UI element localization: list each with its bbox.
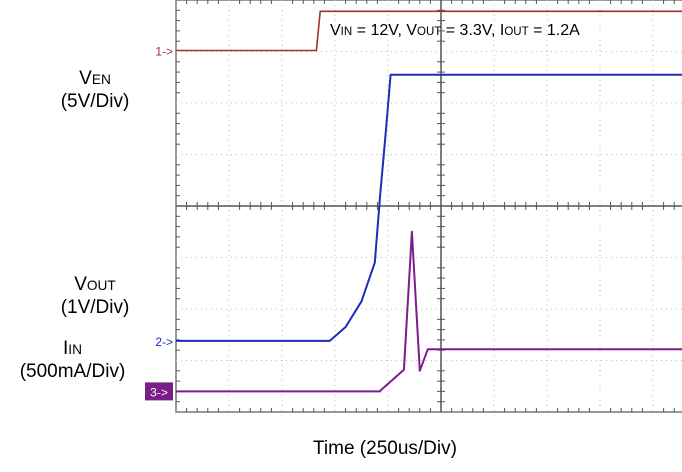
vin-value: 12V [370, 22, 398, 39]
iout-symbol: I [499, 22, 505, 39]
traces [176, 10, 682, 393]
channel-marker-1: 1-> [155, 44, 173, 58]
vout-scale: (1V/Div) [60, 297, 130, 318]
vout-sub: OUT [417, 26, 442, 38]
iin-sub: IN [68, 342, 82, 357]
x-axis-label: Time (250us/Div) [313, 438, 457, 459]
ven-scale: (5V/Div) [60, 91, 130, 112]
channel-marker-3: 3-> [150, 385, 168, 399]
channel-markers: 1-> 2-> 3-> [145, 44, 173, 401]
ven-sub: EN [91, 72, 111, 87]
trace-channel-2 [176, 73, 682, 342]
ven-label: VEN (5V/Div) [50, 68, 140, 113]
channel-marker-box-3 [145, 382, 173, 401]
test-conditions: VIN = 12V, VOUT = 3.3V, IOUT = 1.2A [330, 22, 580, 39]
iin-label: IIN (500mA/Div) [0, 338, 145, 383]
vout-label: VOUT (1V/Div) [50, 274, 140, 319]
iout-sub: OUT [504, 26, 529, 38]
vin-sub: IN [340, 26, 353, 38]
iin-scale: (500mA/Div) [19, 361, 126, 382]
channel-marker-2: 2-> [155, 335, 173, 349]
iin-symbol: I [63, 338, 69, 359]
vout-label-symbol: V [74, 274, 87, 295]
grid [176, 0, 682, 412]
vout-label-sub: OUT [86, 278, 116, 293]
trace-channel-3 [176, 230, 682, 393]
iout-value: 1.2A [546, 22, 580, 39]
ven-symbol: V [79, 68, 92, 89]
vin-symbol: V [330, 22, 341, 39]
vout-value: 3.3V [459, 22, 491, 39]
vout-symbol: V [406, 22, 417, 39]
trace-channel-1 [176, 10, 682, 52]
